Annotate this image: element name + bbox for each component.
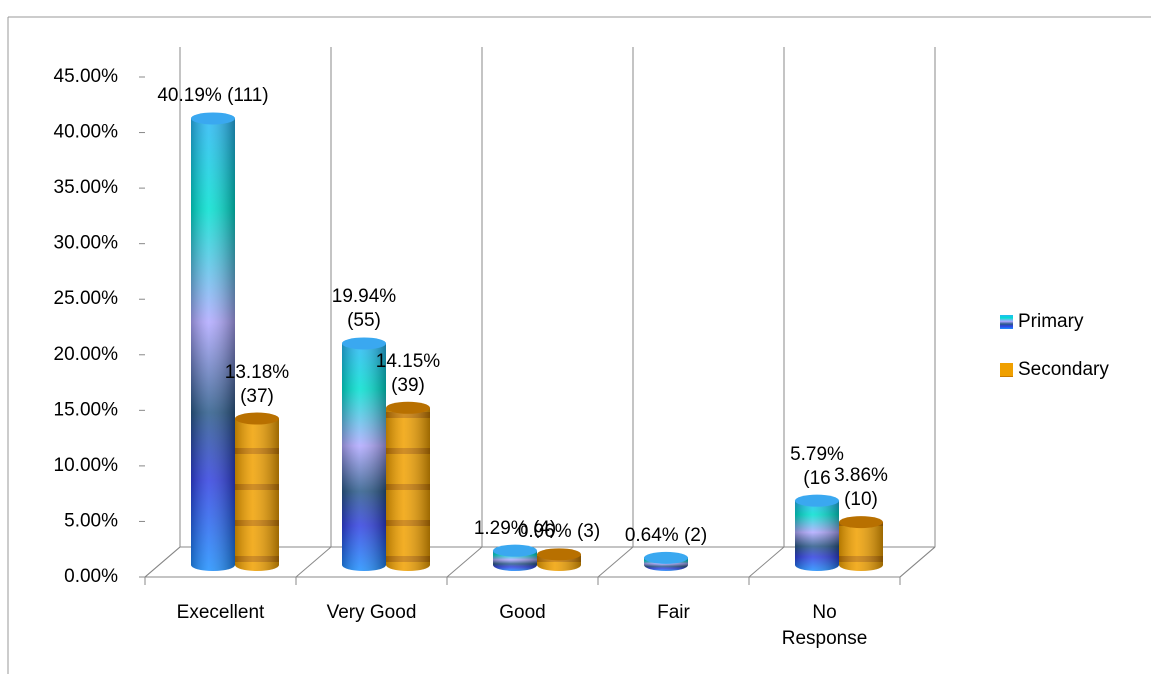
bar-shade: [795, 500, 839, 571]
bar-top: [342, 337, 386, 350]
legend-label: Primary: [1018, 311, 1084, 332]
data-label: 40.19% (111): [157, 85, 269, 107]
bar-top: [191, 112, 235, 125]
y-tick-label: 45.00%: [54, 66, 119, 87]
floor-line: [597, 546, 634, 578]
floor-line: [899, 546, 936, 578]
x-tick-label: Fair: [657, 602, 690, 623]
bar-shade: [342, 343, 386, 571]
y-tick-label: 10.00%: [54, 455, 119, 476]
bar: [191, 112, 235, 571]
floor-line: [295, 546, 332, 578]
y-tick-label: 15.00%: [54, 399, 119, 420]
data-label: 0.96% (3): [517, 521, 601, 543]
bar: [493, 544, 537, 571]
legend-swatch: [1000, 363, 1013, 377]
y-tick-label: 20.00%: [54, 344, 119, 365]
bar-top: [644, 551, 688, 564]
floor-line: [446, 546, 483, 578]
data-label: 13.18% (37): [224, 361, 290, 407]
bar-top: [839, 516, 883, 529]
data-label: 14.15% (39): [375, 350, 441, 396]
y-tick-label: 5.00%: [64, 510, 118, 531]
data-label: 0.64% (2): [624, 524, 708, 546]
bar-shade: [386, 407, 430, 571]
bar: [839, 516, 883, 571]
bar-top: [493, 544, 537, 557]
y-tick-label: 35.00%: [54, 177, 119, 198]
bar: [644, 551, 688, 571]
y-tick-label: 0.00%: [64, 566, 118, 587]
bar-top: [795, 494, 839, 507]
bar: [795, 494, 839, 571]
bar-top: [386, 401, 430, 414]
y-tick-label: 25.00%: [54, 288, 119, 309]
legend-swatch: [1000, 315, 1013, 329]
x-tick-label: Very Good: [326, 602, 417, 623]
x-tick-label: Good: [499, 602, 546, 623]
floor-line: [748, 546, 785, 578]
legend-label: Secondary: [1018, 359, 1109, 380]
x-tick-label: Execellent: [176, 602, 265, 623]
bar: [537, 548, 581, 571]
bar-top: [537, 548, 581, 561]
bar-shade: [839, 522, 883, 571]
bar: [342, 337, 386, 571]
data-label: 1.29% (4): [473, 517, 557, 539]
floor-line: [144, 546, 181, 578]
bar: [235, 412, 279, 571]
bar-shade: [191, 118, 235, 571]
data-label: 19.94% (55): [331, 286, 397, 332]
bar: [386, 401, 430, 571]
bar-shade: [235, 418, 279, 571]
bar-top: [235, 412, 279, 425]
data-label: 3.86% (10): [834, 465, 888, 511]
x-tick-label: No Response: [781, 602, 868, 649]
y-tick-label: 30.00%: [54, 233, 119, 254]
y-tick-label: 40.00%: [54, 122, 119, 143]
data-label: 5.79% (16: [790, 443, 844, 489]
